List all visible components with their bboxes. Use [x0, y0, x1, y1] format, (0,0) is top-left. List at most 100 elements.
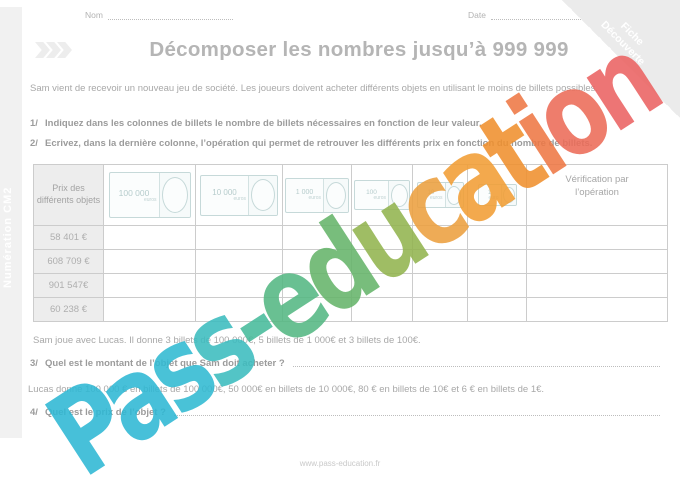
answer-cell	[283, 226, 352, 250]
answer-cell	[468, 274, 527, 298]
chevron-icon	[57, 42, 72, 58]
chevron-icon	[46, 42, 61, 58]
question-3-answer-line	[292, 358, 660, 367]
bill-value: 100	[366, 189, 377, 196]
answer-cell	[196, 250, 283, 274]
question-4: 4/ Quel est le prix de l’objet ?	[30, 407, 662, 418]
answer-cell	[352, 298, 413, 322]
header-bill-1: 1 euro	[468, 165, 527, 226]
header-bill-1000: 1 000 euros	[283, 165, 352, 226]
bill-1-icon: 1 euro	[477, 184, 517, 206]
answer-cell	[283, 250, 352, 274]
header-prix-objets: Prix des différents objets	[34, 165, 104, 226]
answer-cell	[352, 250, 413, 274]
bill-1000-icon: 1 000 euros	[285, 177, 349, 213]
bill-value: 10 000	[212, 188, 237, 197]
answer-cell	[196, 274, 283, 298]
header-bill-100: 100 euros	[352, 165, 413, 226]
bill-100000-icon: 100 000 euros	[108, 172, 191, 218]
chevron-icon	[35, 42, 50, 58]
intro-paragraph: Sam vient de recevoir un nouveau jeu de …	[30, 83, 599, 94]
answer-cell	[468, 226, 527, 250]
instruction-2-number: 2/	[30, 138, 38, 149]
question-3-number: 3/	[30, 358, 38, 369]
bill-oval-icon	[502, 187, 515, 203]
corner-ribbon-text: Fiche Découverte	[586, 0, 668, 80]
price-cell: 58 401 €	[34, 226, 104, 250]
answer-cell	[352, 226, 413, 250]
answer-cell	[413, 298, 468, 322]
answer-cell	[104, 226, 196, 250]
bill-seal-area	[444, 183, 463, 207]
instruction-1: 1/ Indiquez dans les colonnes de billets…	[30, 117, 662, 131]
bill-unit: euros	[373, 195, 386, 201]
bill-100-icon: 100 euros	[354, 180, 410, 210]
header-verification: Vérification par l’opération	[527, 165, 668, 226]
instruction-1-number: 1/	[30, 118, 38, 129]
bills-table: Prix des différents objets 100 000 euros …	[33, 164, 668, 322]
question-3-text: Quel est le montant de l’objet que Sam d…	[45, 358, 285, 369]
question-4-text: Quel est le prix de l’objet ?	[45, 407, 166, 418]
answer-cell	[283, 274, 352, 298]
header-bill-10000: 10 000 euros	[196, 165, 283, 226]
question-4-answer-line	[173, 407, 660, 416]
bill-value: 10	[427, 189, 435, 196]
answer-cell	[468, 250, 527, 274]
answer-cell	[283, 298, 352, 322]
answer-cell	[413, 250, 468, 274]
question-4-number: 4/	[30, 407, 38, 418]
bill-seal-area	[248, 175, 277, 215]
nom-fill-line	[107, 11, 233, 20]
sidebar-category-label: Numération CM2	[2, 186, 14, 288]
question-3: 3/ Quel est le montant de l’objet que Sa…	[30, 358, 662, 369]
bill-10000-icon: 10 000 euros	[200, 174, 278, 216]
bill-unit: euros	[308, 195, 321, 201]
bill-oval-icon	[447, 185, 461, 205]
price-cell: 60 238 €	[34, 298, 104, 322]
title-row: Décomposer les nombres jusqu’à 999 999	[35, 38, 650, 62]
bill-unit: euro	[488, 194, 499, 201]
answer-cell	[527, 298, 668, 322]
sam-statement: Sam joue avec Lucas. Il donne 3 billets …	[33, 335, 421, 346]
answer-cell	[104, 274, 196, 298]
bill-oval-icon	[390, 183, 408, 207]
bill-oval-icon	[326, 181, 346, 209]
bill-seal-area	[388, 181, 409, 209]
bill-seal-area	[500, 185, 516, 205]
nom-label: Nom	[85, 10, 103, 20]
left-strip	[0, 7, 22, 438]
name-date-row: Nom Date	[85, 10, 650, 20]
instruction-2: 2/ Ecrivez, dans la dernière colonne, l’…	[30, 137, 662, 151]
answer-cell	[527, 226, 668, 250]
answer-cell	[413, 226, 468, 250]
instruction-2-text: Ecrivez, dans la dernière colonne, l’opé…	[45, 138, 593, 149]
bill-seal-area	[158, 173, 190, 217]
answer-cell	[352, 274, 413, 298]
bill-unit: euros	[233, 196, 246, 202]
lucas-statement: Lucas donne 100 000 € en billets de 100 …	[28, 384, 545, 395]
answer-cell	[527, 250, 668, 274]
answer-cell	[104, 298, 196, 322]
page-title: Décomposer les nombres jusqu’à 999 999	[149, 38, 569, 61]
date-fill-line	[490, 11, 599, 20]
bill-value: 1 000	[295, 189, 314, 196]
answer-cell	[104, 250, 196, 274]
bill-value: 100 000	[118, 187, 150, 198]
bill-oval-icon	[161, 177, 188, 213]
header-bill-100000: 100 000 euros	[104, 165, 196, 226]
bill-unit: euros	[143, 196, 157, 203]
corner-ribbon: Fiche Découverte	[562, 0, 680, 118]
bill-10-icon: 10 euros	[416, 182, 464, 208]
header-bill-10: 10 euros	[413, 165, 468, 226]
price-cell: 608 709 €	[34, 250, 104, 274]
date-label: Date	[468, 10, 486, 20]
answer-cell	[413, 274, 468, 298]
bill-value: 1	[487, 189, 492, 196]
footer-url: www.pass-education.fr	[299, 459, 381, 468]
answer-cell	[196, 298, 283, 322]
answer-cell	[468, 298, 527, 322]
instruction-1-text: Indiquez dans les colonnes de billets le…	[45, 118, 482, 129]
bill-unit: euros	[429, 194, 443, 201]
answer-cell	[527, 274, 668, 298]
bill-seal-area	[323, 178, 348, 212]
